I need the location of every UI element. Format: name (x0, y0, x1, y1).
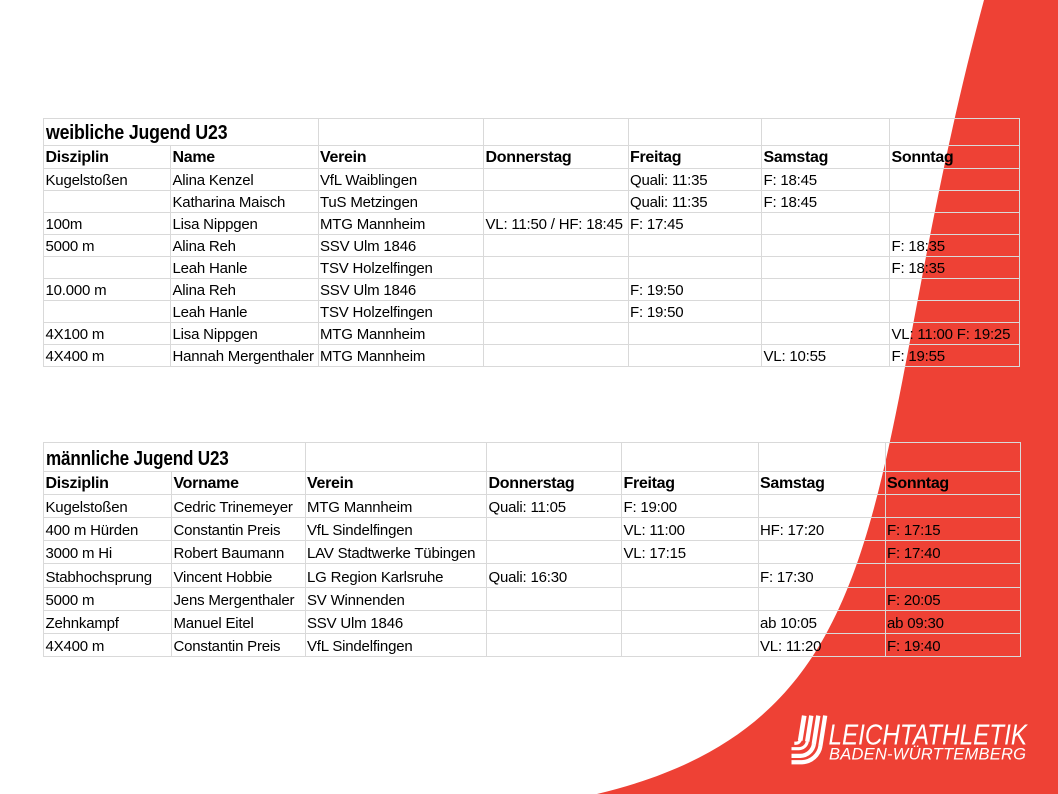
svg-text:LEICHTATHLETIK: LEICHTATHLETIK (829, 720, 1029, 752)
svg-text:BADEN-WÜRTTEMBERG: BADEN-WÜRTTEMBERG (829, 746, 1026, 764)
